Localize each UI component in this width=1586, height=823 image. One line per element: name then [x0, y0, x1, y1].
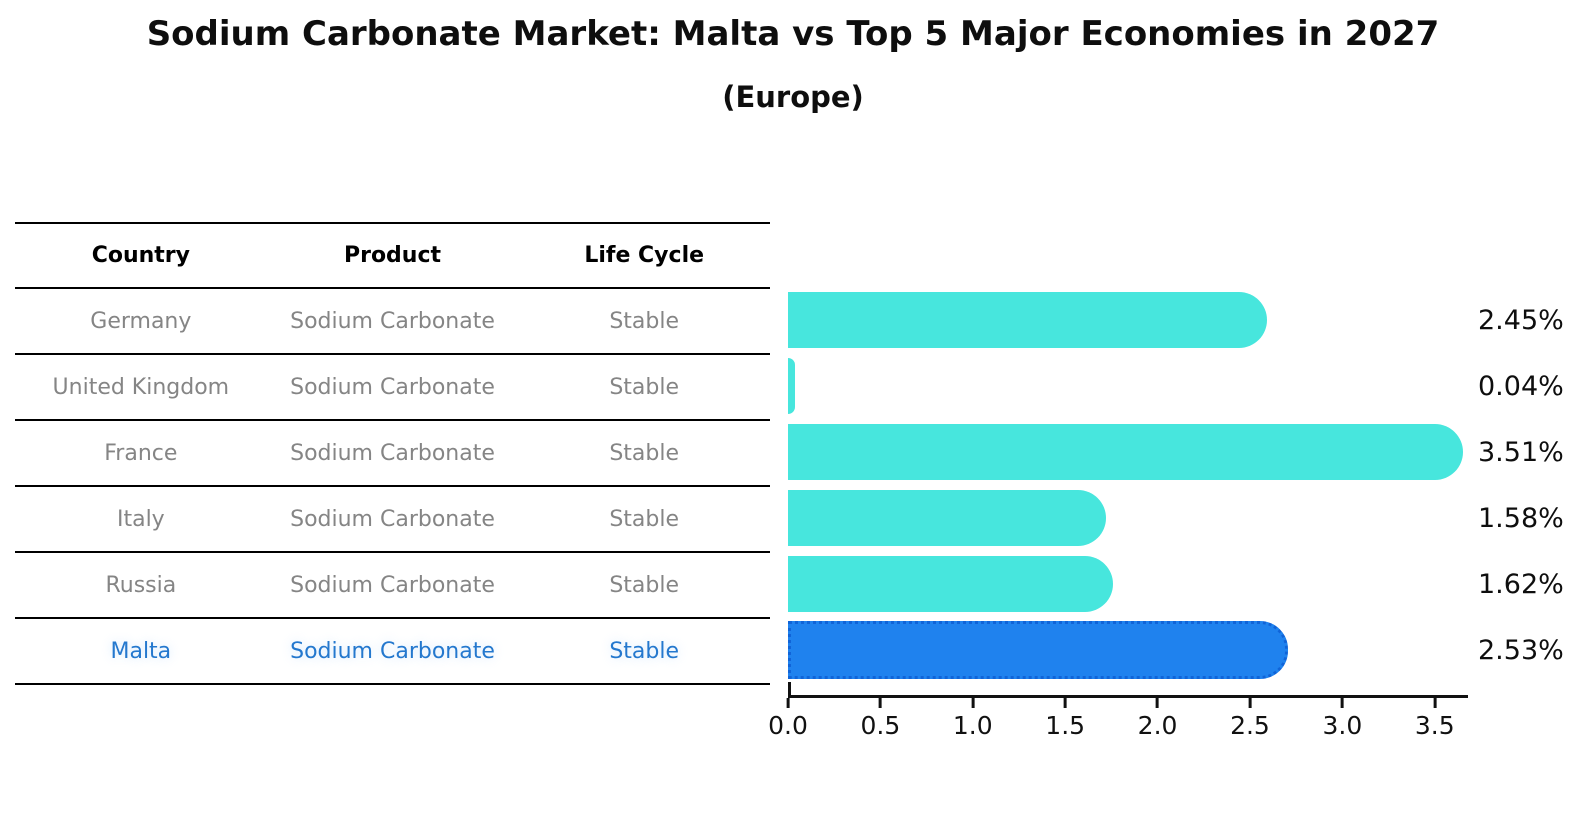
cell-product: Sodium Carbonate [290, 506, 495, 532]
table-row-united-kingdom: United Kingdom Sodium Carbonate Stable [15, 355, 770, 421]
table-row-malta-highlighted: Malta Sodium Carbonate Stable [15, 619, 770, 685]
table-row-russia: Russia Sodium Carbonate Stable [15, 553, 770, 619]
value-label-italy: 1.58% [1478, 502, 1564, 534]
value-label-united-kingdom: 0.04% [1478, 370, 1564, 402]
cell-country: Malta [110, 638, 172, 664]
table-row-italy: Italy Sodium Carbonate Stable [15, 487, 770, 553]
x-tick-label: 2.0 [1138, 698, 1178, 740]
cell-country: France [104, 440, 178, 466]
bar-row-germany [788, 287, 1468, 353]
cell-life-cycle: Stable [609, 440, 680, 466]
bar-italy [788, 490, 1106, 546]
x-tick-label: 1.0 [953, 698, 993, 740]
x-tick-label: 2.5 [1230, 698, 1270, 740]
country-table: Country Product Life Cycle Germany Sodiu… [15, 222, 770, 685]
x-axis-line [788, 695, 1468, 698]
value-label-france: 3.51% [1478, 436, 1564, 468]
bar-malta-highlighted [788, 621, 1288, 679]
x-tick-label: 0.5 [861, 698, 901, 740]
bar-chart-plot-area [788, 287, 1468, 683]
page-title: Sodium Carbonate Market: Malta vs Top 5 … [146, 14, 1440, 54]
column-header-life-cycle: Life Cycle [584, 243, 705, 268]
bar-germany [788, 292, 1267, 348]
column-header-country: Country [91, 243, 190, 268]
bar-row-italy [788, 485, 1468, 551]
x-tick-label: 1.5 [1045, 698, 1085, 740]
cell-life-cycle: Stable [609, 374, 680, 400]
cell-product: Sodium Carbonate [290, 638, 495, 664]
bar-row-malta [788, 617, 1468, 683]
value-label-russia: 1.62% [1478, 568, 1564, 600]
value-label-germany: 2.45% [1478, 304, 1564, 336]
cell-life-cycle: Stable [609, 638, 680, 664]
cell-life-cycle: Stable [609, 308, 680, 334]
page-subtitle: (Europe) [722, 80, 864, 114]
cell-product: Sodium Carbonate [290, 572, 495, 598]
x-tick-label: 3.0 [1322, 698, 1362, 740]
cell-country: Italy [116, 506, 165, 532]
x-axis-left-notch [788, 682, 791, 696]
bar-row-united-kingdom [788, 353, 1468, 419]
bar-russia [788, 556, 1114, 612]
column-header-product: Product [343, 243, 442, 268]
cell-country: Russia [105, 572, 177, 598]
bar-row-russia [788, 551, 1468, 617]
cell-country: United Kingdom [52, 374, 230, 400]
x-tick-label: 0.0 [768, 698, 808, 740]
table-row-france: France Sodium Carbonate Stable [15, 421, 770, 487]
table-header-row: Country Product Life Cycle [15, 222, 770, 289]
cell-product: Sodium Carbonate [290, 440, 495, 466]
table-row-germany: Germany Sodium Carbonate Stable [15, 289, 770, 355]
cell-country: Germany [90, 308, 192, 334]
cell-life-cycle: Stable [609, 506, 680, 532]
bar-row-france [788, 419, 1468, 485]
value-label-malta: 2.53% [1478, 634, 1564, 666]
x-axis-ticks: 0.0 0.5 1.0 1.5 2.0 2.5 3.0 3.5 [768, 698, 1468, 748]
cell-life-cycle: Stable [609, 572, 680, 598]
bar-united-kingdom [788, 358, 796, 414]
bar-france [788, 424, 1463, 480]
cell-product: Sodium Carbonate [290, 308, 495, 334]
x-tick-label: 3.5 [1415, 698, 1455, 740]
cell-product: Sodium Carbonate [290, 374, 495, 400]
